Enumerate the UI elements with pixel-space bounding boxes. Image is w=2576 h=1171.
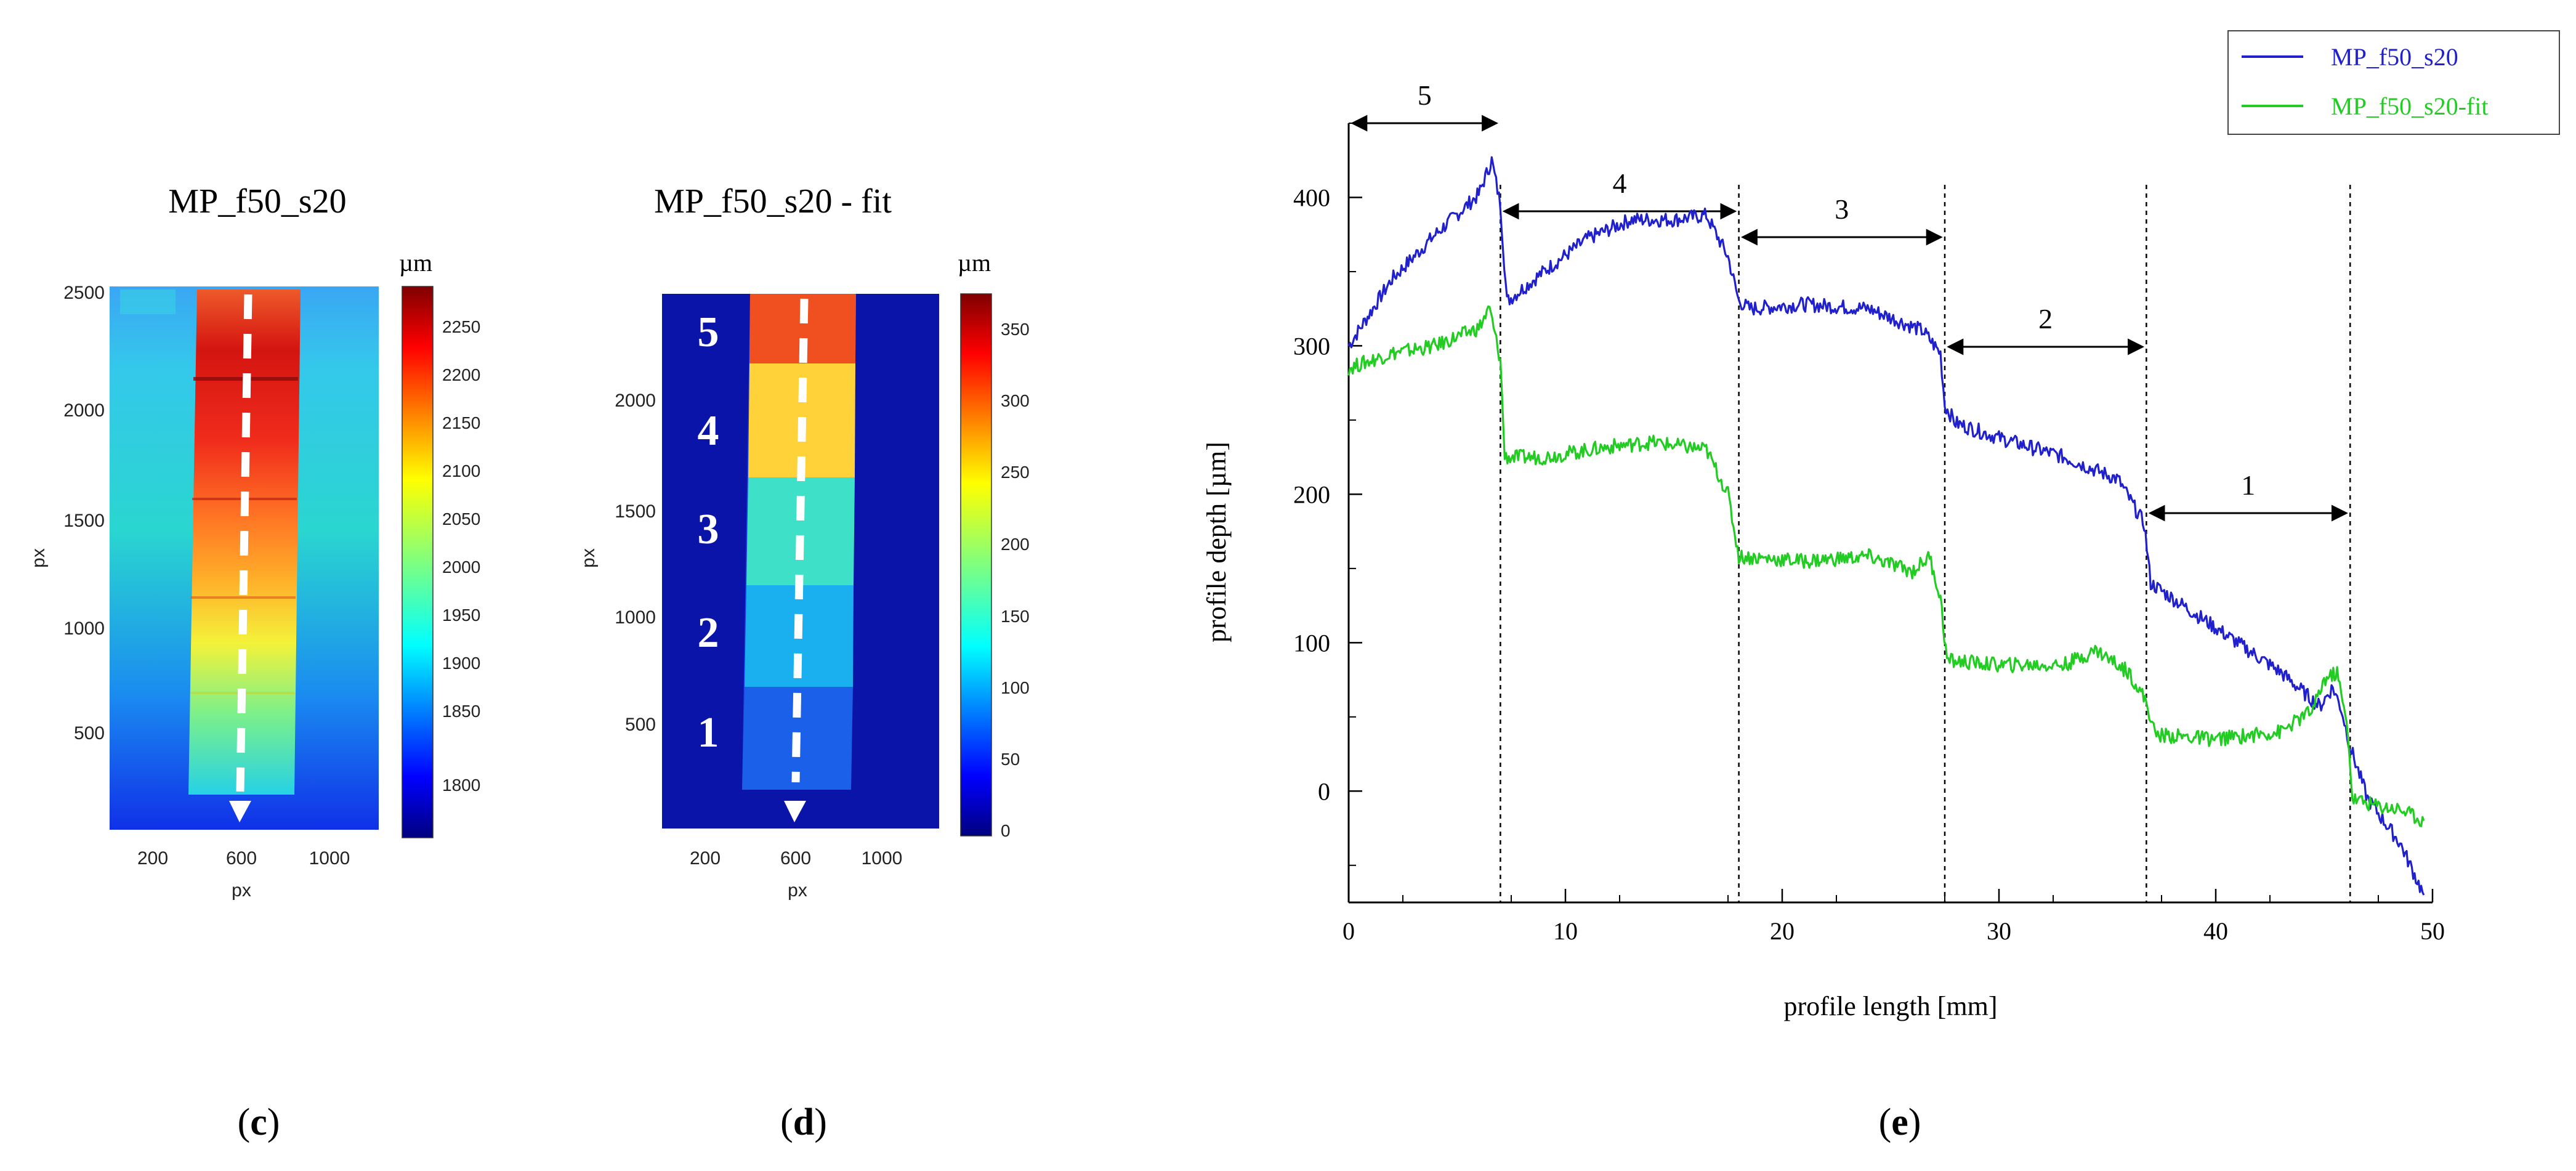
y-tick-label: 0 bbox=[1318, 777, 1330, 805]
segment-label: 4 bbox=[1613, 168, 1627, 199]
panel-d-step-label: 4 bbox=[698, 407, 719, 455]
x-tick-label: 40 bbox=[2203, 917, 2228, 945]
panel-c-caption: (c) bbox=[238, 1101, 280, 1143]
panel-c-colorbar-tick: 1900 bbox=[442, 654, 480, 673]
panel-c-heatmap bbox=[110, 286, 379, 830]
panel-c-colorbar-tick: 2250 bbox=[442, 317, 480, 336]
panel-d-xtick: 600 bbox=[780, 848, 811, 869]
panel-c-xlabel: px bbox=[232, 880, 251, 901]
panel-c-xtick: 200 bbox=[137, 848, 168, 869]
panel-d: MP_f50_s20 - fit 5 4 3 2 1 2000 1500 100… bbox=[578, 182, 1030, 1143]
panel-c-colorbar-gradient bbox=[402, 286, 434, 838]
legend-box bbox=[2227, 30, 2560, 135]
panel-d-colorbar-tick: 250 bbox=[1001, 463, 1030, 482]
panel-d-ytick: 500 bbox=[625, 715, 656, 735]
panel-c-colorbar-tick: 1850 bbox=[442, 702, 480, 721]
panel-c-colorbar-tick: 2050 bbox=[442, 509, 480, 529]
panel-c-colorbar-tick: 1800 bbox=[442, 776, 480, 795]
segment-label: 2 bbox=[2038, 303, 2053, 334]
panel-d-ytick: 1000 bbox=[615, 607, 656, 628]
panel-d-colorbar-tick: 300 bbox=[1001, 391, 1030, 410]
panel-c-colorbar-tick: 2000 bbox=[442, 557, 480, 577]
panel-c-title: MP_f50_s20 bbox=[168, 182, 346, 221]
panel-d-heatmap: 5 4 3 2 1 bbox=[662, 294, 939, 829]
panel-c-colorbar-tick: 2150 bbox=[442, 413, 480, 432]
panel-d-step-label: 3 bbox=[698, 506, 719, 553]
panel-d-xlabel: px bbox=[788, 880, 807, 901]
y-tick-label: 200 bbox=[1293, 480, 1330, 508]
panel-d-colorbar-tick: 350 bbox=[1001, 320, 1030, 339]
panel-c-ylabel: px bbox=[28, 548, 49, 568]
panel-c-profile-path bbox=[236, 294, 252, 792]
panel-d-ytick: 2000 bbox=[615, 391, 656, 411]
panel-e: 0 10 20 30 40 50 0 100 200 300 400 profile length [… bbox=[1201, 30, 2560, 1143]
x-axis-label: profile length [mm] bbox=[1783, 991, 1997, 1021]
panel-d-colorbar-tick: 100 bbox=[1001, 678, 1030, 697]
y-tick-label: 300 bbox=[1293, 332, 1330, 360]
panel-c-ytick: 1500 bbox=[63, 511, 105, 531]
panel-d-path-arrowhead bbox=[784, 801, 806, 822]
series-line-mp-f50-s20-fit bbox=[1347, 305, 2425, 827]
panel-d-xtick: 200 bbox=[690, 848, 721, 869]
panel-d-colorbar-tick: 150 bbox=[1001, 607, 1030, 626]
profile-chart: 0 10 20 30 40 50 0 100 200 300 400 profile length [… bbox=[1201, 79, 2445, 1021]
y-tick-label: 400 bbox=[1293, 184, 1330, 211]
x-tick-label: 0 bbox=[1343, 917, 1355, 945]
y-tick-label: 100 bbox=[1293, 629, 1330, 657]
panel-d-step-5 bbox=[749, 294, 856, 363]
panel-c-colorbar-tick: 2100 bbox=[442, 461, 480, 480]
x-tick-label: 10 bbox=[1553, 917, 1578, 945]
segment-label: 5 bbox=[1418, 79, 1432, 111]
panel-c-path-arrowhead bbox=[229, 801, 251, 822]
panel-d-caption: (d) bbox=[780, 1101, 827, 1143]
panel-c-colorbar-tick: 1950 bbox=[442, 606, 480, 625]
panel-c-ytick: 1000 bbox=[63, 618, 105, 639]
panel-d-colorbar-tick: 50 bbox=[1001, 750, 1020, 769]
legend-label-blue: MP_f50_s20 bbox=[2331, 43, 2458, 71]
panel-c-xtick: 600 bbox=[226, 848, 257, 869]
panel-c-colorbar-unit: µm bbox=[399, 249, 432, 277]
panel-d-step-label: 5 bbox=[698, 309, 719, 356]
panel-d-colorbar: µm 350 300 250 200 150 100 50 0 bbox=[958, 249, 1030, 840]
panel-d-caption-letter: d bbox=[793, 1101, 814, 1143]
panel-d-xtick: 1000 bbox=[862, 848, 903, 869]
panel-d-colorbar-unit: µm bbox=[958, 249, 991, 277]
panel-c-bg-highlight bbox=[120, 290, 176, 314]
panel-d-step-label: 2 bbox=[698, 609, 719, 657]
panel-c-caption-letter: c bbox=[250, 1101, 267, 1143]
panel-c-xtick: 1000 bbox=[309, 848, 350, 869]
panel-d-title: MP_f50_s20 - fit bbox=[654, 182, 892, 221]
panel-c: MP_f50_s20 2500 2000 1500 1000 500 200 6… bbox=[28, 182, 480, 1143]
x-tick-label: 30 bbox=[1987, 917, 2011, 945]
panel-d-colorbar-tick: 200 bbox=[1001, 535, 1030, 554]
y-axis-label: profile depth [µm] bbox=[1201, 442, 1232, 642]
panel-c-ytick: 2500 bbox=[63, 283, 105, 303]
panel-c-ytick: 2000 bbox=[63, 400, 105, 421]
panel-d-colorbar-gradient bbox=[960, 293, 992, 837]
x-tick-label: 20 bbox=[1770, 917, 1795, 945]
chart-legend: MP_f50_s20 MP_f50_s20-fit bbox=[2227, 30, 2560, 135]
segment-label: 1 bbox=[2241, 469, 2255, 501]
panel-e-caption: (e) bbox=[1879, 1101, 1921, 1143]
x-tick-label: 50 bbox=[2420, 917, 2445, 945]
segment-label: 3 bbox=[1835, 193, 1849, 225]
panel-e-caption-letter: e bbox=[1891, 1101, 1908, 1143]
panel-c-colorbar-tick: 2200 bbox=[442, 365, 480, 384]
panel-d-step-label: 1 bbox=[698, 709, 719, 756]
panel-d-step-3 bbox=[746, 477, 855, 585]
panel-d-ylabel: px bbox=[578, 548, 599, 568]
panel-c-colorbar: µm 2250 2200 2150 2100 2050 2000 1950 19… bbox=[399, 249, 480, 838]
series-line-mp-f50-s20 bbox=[1347, 156, 2425, 896]
panel-d-colorbar-tick: 0 bbox=[1001, 821, 1011, 840]
panel-d-profile-path bbox=[791, 298, 809, 783]
panel-c-ytick: 500 bbox=[74, 723, 105, 744]
legend-label-green: MP_f50_s20-fit bbox=[2331, 92, 2489, 120]
panel-d-ytick: 1500 bbox=[615, 501, 656, 522]
